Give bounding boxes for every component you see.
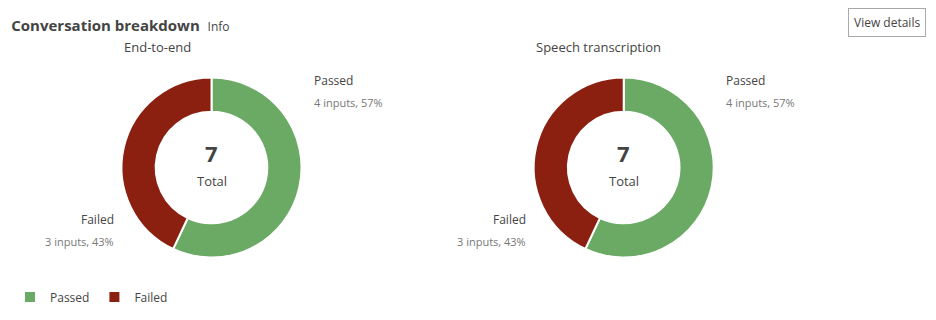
svg-text:View details: View details <box>854 14 920 31</box>
svg-text:Failed: Failed <box>134 289 167 306</box>
svg-text:Passed: Passed <box>726 72 765 89</box>
svg-text:Total: Total <box>609 172 639 190</box>
svg-text:Conversation breakdown Info: Conversation breakdown Info <box>11 15 229 35</box>
svg-text:End-to-end: End-to-end <box>124 38 191 56</box>
svg-text:4 inputs, 57%: 4 inputs, 57% <box>314 95 383 110</box>
svg-text:Failed: Failed <box>81 211 114 228</box>
svg-text:7: 7 <box>205 138 218 168</box>
svg-text:4 inputs, 57%: 4 inputs, 57% <box>726 95 795 110</box>
svg-text:Passed: Passed <box>314 72 353 89</box>
svg-text:Passed: Passed <box>50 289 89 306</box>
svg-text:7: 7 <box>617 138 630 168</box>
svg-text:Speech transcription: Speech transcription <box>536 38 661 56</box>
svg-text:Failed: Failed <box>493 211 526 228</box>
svg-text:3 inputs, 43%: 3 inputs, 43% <box>457 234 526 249</box>
svg-text:Total: Total <box>197 172 227 190</box>
svg-text:3 inputs, 43%: 3 inputs, 43% <box>45 234 114 249</box>
